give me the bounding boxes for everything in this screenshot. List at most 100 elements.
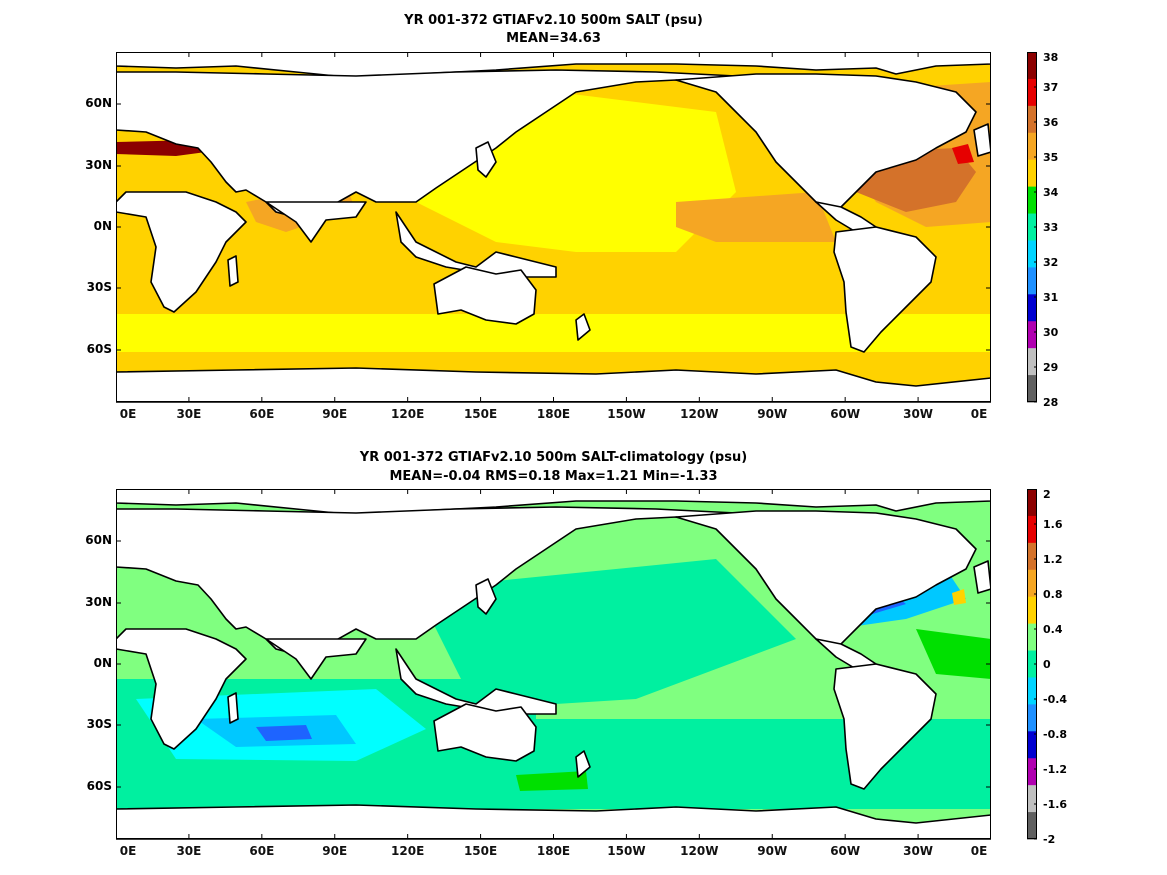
colorbar-tick-label: 29 [1043,361,1058,374]
salinity-anomaly-panel: YR 001-372 GTIAFv2.10 500m SALT-climatol… [0,438,1167,875]
colorbar-tick-label: 37 [1043,81,1058,94]
colorbar-tick-label: -2 [1043,833,1055,846]
colorbar-swatch [1027,785,1037,813]
colorbar-swatch [1027,240,1037,268]
south-indian-blue [256,725,312,741]
land-mass-0 [116,52,991,79]
land-mass-10 [116,804,991,840]
map-content: 0E 30E 60E 90E 120E 150E 180E 150W 120W 90W 60W 30W… [116,489,991,858]
colorbar-tick-label: 0 [1043,658,1051,671]
land-mass-9 [833,226,937,353]
colorbar-swatch [1027,489,1037,517]
y-tick-label: 30N [85,595,112,609]
colorbar-tick-label: 1.2 [1043,553,1063,566]
salinity-map-svg: 0E 30E 60E 90E 120E 150E 180E 150W 120W 90W 60W 30W… [116,52,991,421]
colorbar-swatch [1027,321,1037,349]
x-tick-label: 0E [120,844,137,858]
x-tick-label: 60W [830,844,860,858]
southern-green [516,771,588,791]
colorbar-swatch [1027,650,1037,678]
colorbar-swatch [1027,186,1037,215]
colorbar-swatch [1027,704,1037,732]
land-mass-1 [116,69,777,221]
tropical-pacific-teal [416,559,796,709]
colorbar-swatch [1027,348,1037,376]
colorbar-swatch [1027,267,1037,295]
panel-title: YR 001-372 GTIAFv2.10 500m SALT-climatol… [359,450,748,465]
x-tick-label: 90E [322,844,347,858]
x-tick-label: 150W [607,844,645,858]
land-mass-1 [116,506,777,658]
colorbar-swatch [1027,596,1037,625]
colorbar-tick-label: 31 [1043,291,1058,304]
x-tick-label: 180E [537,407,570,421]
land-mass-13 [973,123,991,157]
panel-subtitle: MEAN=-0.04 RMS=0.18 Max=1.21 Min=-1.33 [389,469,718,484]
x-tick-label: 180E [537,844,570,858]
land-mass-12 [475,578,497,615]
colorbar-swatch [1027,294,1037,322]
land-mass-0 [116,489,991,516]
land-mass-3 [265,201,367,243]
colorbar-tick-label: 32 [1043,256,1058,269]
colorbar-swatch [1027,812,1037,840]
colorbar-swatch [1027,569,1037,598]
colorbar-swatch [1027,515,1037,544]
anomaly-colorbar: 2 1.6 1.2 0.8 0.4 0 -0.4 -0.8 -1.2 -1.6 -2 [1027,488,1067,846]
y-tick-label: 60S [86,779,112,793]
y-tick-label: 0N [93,219,112,233]
x-tick-label: 90E [322,407,347,421]
x-tick-label: 150E [464,844,497,858]
colorbar-swatch [1027,758,1037,786]
colorbar-tick-label: -1.6 [1043,798,1067,811]
y-tick-label: 0N [93,656,112,670]
colorbar-swatch [1027,132,1037,161]
colorbar-tick-label: 35 [1043,151,1058,164]
anomaly-colorbar-svg: 2 1.6 1.2 0.8 0.4 0 -0.4 -0.8 -1.2 -1.6 -2 [1027,488,1067,846]
land-mass-2 [116,191,247,313]
land-mass-11 [227,255,239,287]
x-tick-label: 120W [680,844,718,858]
x-tick-label: 0E [120,407,137,421]
anomaly-map: 0E 30E 60E 90E 120E 150E 180E 150W 120W 90W 60W 30W… [85,489,991,858]
salinity-colorbar: 38 37 36 35 34 33 32 31 30 29 28 [1027,51,1059,409]
colorbar-tick-label: 33 [1043,221,1058,234]
x-tick-label: 150W [607,407,645,421]
colorbar-swatch [1027,677,1037,705]
colorbar-tick-label: 0.4 [1043,623,1063,636]
y-tick-label: 30S [86,280,112,294]
land-mass-11 [227,692,239,724]
salinity-colorbar-svg: 38 37 36 35 34 33 32 31 30 29 28 [1027,51,1059,409]
y-tick-label: 60N [85,533,112,547]
med-yellow [952,589,966,605]
colorbar-tick-label: 1.6 [1043,518,1063,531]
colorbar-tick-label: 38 [1043,52,1058,64]
x-tick-label: 30W [903,407,933,421]
colorbar-tick-label: 2 [1043,489,1051,501]
anomaly-map-svg: 0E 30E 60E 90E 120E 150E 180E 150W 120W 90W 60W 30W… [116,489,991,858]
land-mass-5 [433,703,537,762]
x-tick-label: 120E [391,407,424,421]
land-mass-4 [395,211,557,278]
map-content: 0E 30E 60E 90E 120E 150E 180E 150W 120W 90W 60W 30W… [116,52,991,421]
colorbar-tick-label: 30 [1043,326,1059,339]
east-atlantic-green [916,629,991,679]
salinity-panel: YR 001-372 GTIAFv2.10 500m SALT (psu) ME… [85,13,1059,421]
x-tick-label: 30E [176,844,201,858]
x-tick-label: 90W [757,407,787,421]
land-mass-6 [575,750,591,778]
land-mass-7 [675,510,977,650]
x-tick-label: 150E [464,407,497,421]
y-tick-label: 30S [86,717,112,731]
colorbar-tick-label: -1.2 [1043,763,1067,776]
land-mass-9 [833,663,937,790]
colorbar-tick-label: -0.4 [1043,693,1067,706]
colorbar-tick-label: 0.8 [1043,588,1063,601]
colorbar-tick-label: -0.8 [1043,728,1067,741]
land-mass-7 [675,73,977,213]
x-tick-label: 60E [249,844,274,858]
colorbar-swatch [1027,52,1037,80]
x-tick-label: 60W [830,407,860,421]
colorbar-swatch [1027,78,1037,107]
x-tick-label: 30E [176,407,201,421]
